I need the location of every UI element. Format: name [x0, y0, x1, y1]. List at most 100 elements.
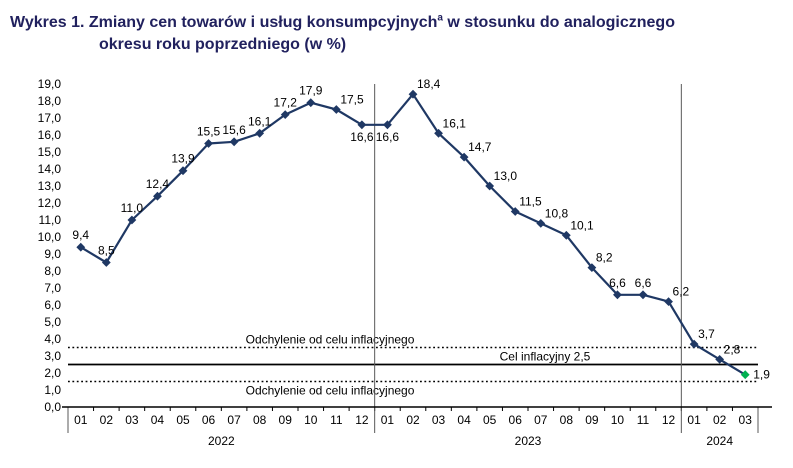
data-point-marker: [408, 89, 418, 99]
data-point-label: 8,5: [98, 244, 115, 258]
y-axis-tick-label: 13,0: [38, 179, 62, 193]
data-point-marker: [127, 215, 137, 225]
data-point-marker: [613, 290, 622, 300]
y-axis-tick-label: 8,0: [44, 264, 61, 278]
y-axis-tick-label: 14,0: [38, 162, 62, 176]
data-point-marker: [306, 98, 316, 108]
data-point-marker: [178, 166, 188, 176]
data-point-label: 14,7: [468, 140, 492, 154]
x-axis-month-label: 10: [611, 413, 625, 427]
data-point-label: 17,5: [340, 93, 364, 107]
chart-title: Wykres 1. Zmiany cen towarów i usług kon…: [10, 8, 785, 56]
x-axis-month-label: 08: [253, 413, 267, 427]
y-axis-tick-label: 16,0: [38, 128, 62, 142]
x-axis-month-label: 06: [202, 413, 216, 427]
x-axis-month-label: 01: [381, 413, 395, 427]
data-point-marker: [204, 139, 213, 148]
data-point-marker: [561, 230, 571, 240]
data-point-label: 10,1: [570, 218, 594, 232]
data-point-label: 15,6: [222, 123, 246, 137]
data-point-label: 11,0: [121, 201, 144, 215]
y-axis-tick-label: 1,0: [44, 383, 61, 397]
data-point-label: 10,8: [545, 206, 569, 220]
data-point-label: 6,2: [673, 285, 690, 299]
chart-title-line2: okresu roku poprzedniego (w %): [99, 36, 347, 54]
data-point-label: 13,0: [494, 169, 518, 183]
footnote-marker: a: [437, 13, 443, 24]
chart-title-text-rest: w stosunku do analogicznego: [442, 14, 675, 32]
x-axis-month-label: 09: [279, 413, 293, 427]
y-axis-tick-label: 7,0: [44, 281, 61, 295]
x-axis-month-label: 09: [585, 413, 599, 427]
data-point-label: 15,5: [197, 125, 221, 139]
x-axis-month-label: 05: [483, 413, 497, 427]
data-point-label: 11,5: [519, 195, 542, 209]
x-axis-month-label: 08: [560, 413, 574, 427]
y-axis-tick-label: 2,0: [44, 366, 61, 380]
x-axis-month-label: 01: [687, 413, 701, 427]
x-axis-month-label: 12: [355, 413, 369, 427]
data-point-marker: [331, 105, 341, 114]
x-axis-month-label: 07: [534, 413, 548, 427]
y-axis-tick-label: 15,0: [38, 145, 62, 159]
data-point-label: 3,7: [698, 327, 715, 341]
data-point-label: 1,9: [753, 368, 770, 382]
data-point-marker: [740, 370, 750, 380]
data-point-marker: [715, 355, 725, 364]
data-point-marker: [664, 297, 673, 306]
data-point-marker: [587, 263, 597, 272]
data-point-marker: [510, 207, 520, 216]
y-axis-tick-label: 9,0: [44, 247, 61, 261]
data-point-label: 16,6: [350, 130, 374, 144]
x-axis-year-label: 2024: [706, 434, 733, 448]
x-axis-month-label: 02: [713, 413, 727, 427]
cpi-line-chart: 0,01,02,03,04,05,06,07,08,09,010,011,012…: [38, 77, 772, 448]
x-axis-month-label: 11: [330, 413, 343, 427]
data-point-marker: [383, 120, 392, 130]
y-axis-tick-label: 6,0: [44, 298, 61, 312]
x-axis-month-label: 03: [125, 413, 139, 427]
data-point-marker: [255, 128, 265, 138]
x-axis-month-label: 02: [100, 413, 114, 427]
y-axis-tick-label: 10,0: [38, 230, 62, 244]
x-axis-year-label: 2022: [208, 434, 235, 448]
data-point-label: 17,9: [299, 84, 323, 98]
x-axis-month-label: 07: [227, 413, 241, 427]
data-point-marker: [485, 181, 495, 191]
y-axis-tick-label: 3,0: [44, 349, 61, 363]
data-point-marker: [434, 128, 443, 138]
y-axis-tick-label: 19,0: [38, 77, 62, 91]
x-axis-month-label: 01: [74, 413, 88, 427]
x-axis-year-label: 2023: [515, 434, 542, 448]
chart-title-text: Wykres 1. Zmiany cen towarów i usług kon…: [10, 14, 438, 32]
data-point-label: 13,9: [171, 152, 195, 166]
data-point-label: 12,4: [146, 177, 170, 191]
x-axis-month-label: 10: [304, 413, 318, 427]
y-axis-tick-label: 17,0: [38, 111, 62, 125]
data-point-label: 18,4: [417, 77, 441, 91]
data-point-label: 6,6: [609, 276, 626, 290]
data-point-label: 17,2: [274, 96, 298, 110]
data-point-marker: [280, 110, 290, 119]
chart-title-line1: Wykres 1. Zmiany cen towarów i usług kon…: [10, 13, 675, 32]
reference-line-label: Odchylenie od celu inflacyjnego: [246, 384, 415, 398]
y-axis-tick-label: 5,0: [44, 315, 61, 329]
y-axis-tick-label: 0,0: [44, 400, 61, 414]
data-point-label: 16,6: [376, 130, 400, 144]
data-point-marker: [357, 120, 367, 130]
y-axis-tick-label: 11,0: [39, 213, 62, 227]
y-axis-tick-label: 4,0: [44, 332, 61, 346]
data-point-marker: [536, 219, 546, 228]
x-axis-month-label: 06: [509, 413, 523, 427]
data-point-marker: [153, 191, 162, 201]
x-axis-month-label: 04: [151, 413, 165, 427]
data-point-marker: [689, 339, 699, 349]
reference-line-label: Odchylenie od celu inflacyjnego: [246, 333, 415, 347]
x-axis-month-label: 03: [739, 413, 753, 427]
data-point-label: 16,1: [248, 114, 272, 128]
data-point-marker: [459, 152, 469, 162]
data-point-label: 8,2: [596, 251, 613, 265]
x-axis-month-label: 05: [176, 413, 190, 427]
data-point-label: 6,6: [635, 276, 652, 290]
